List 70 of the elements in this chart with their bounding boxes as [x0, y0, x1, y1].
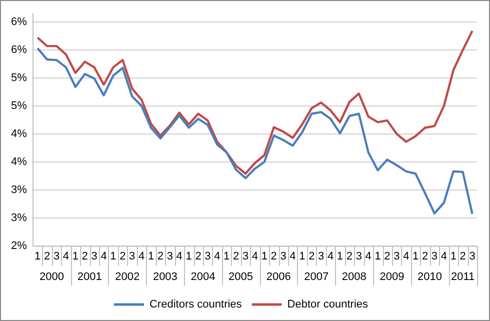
x-tick-label: 3 [204, 250, 211, 262]
x-tick-label: 4 [252, 250, 258, 262]
text: 2002 [115, 270, 140, 283]
x-tick-label: 3 [356, 250, 362, 262]
x-tick-label: 2 [308, 250, 315, 262]
x-tick-label: 2 [44, 250, 50, 262]
x-tick-label: 1 [72, 250, 78, 262]
text: 2006 [266, 270, 291, 283]
x-tick-label: 2 [346, 250, 352, 262]
x-tick-label: 3 [394, 250, 400, 262]
x-tick-label: 2 [384, 250, 390, 262]
x-tick-label: 1 [412, 250, 419, 262]
x-tick-label: 4 [365, 250, 372, 262]
x-tick-label: 1 [148, 250, 154, 262]
x-tick-label: 1 [224, 250, 230, 262]
x-tick-label: 1 [186, 250, 192, 262]
legend-label: Creditors countries [149, 298, 242, 311]
x-tick-label: 4 [403, 250, 410, 262]
x-tick-label: 3 [242, 250, 249, 262]
text: 2009 [380, 270, 404, 283]
x-tick-label: 4 [62, 250, 70, 262]
x-tick-label: 2 [120, 250, 126, 262]
text: 2001 [77, 270, 102, 283]
text: 2010 [418, 270, 442, 283]
x-tick-label: 1 [374, 250, 381, 262]
text: 2011 [451, 270, 475, 283]
text: 2005 [228, 270, 254, 283]
x-tick-label: 4 [176, 250, 182, 262]
x-tick-label: 4 [327, 250, 334, 262]
text: 2000 [40, 270, 64, 283]
x-tick-label: 1 [299, 250, 306, 262]
x-tick-label: 4 [440, 250, 447, 262]
y-tick-label: 5% [10, 72, 28, 84]
text: 2004 [190, 270, 216, 283]
x-tick-label: 4 [138, 250, 145, 262]
x-tick-label: 1 [34, 250, 41, 262]
x-tick-label: 3 [91, 250, 98, 262]
legend-label: Debtor countries [287, 298, 369, 311]
x-tick-label: 1 [450, 250, 456, 262]
x-tick-label: 1 [261, 250, 268, 262]
y-tick-label: 2% [10, 240, 28, 252]
x-tick-label: 1 [110, 250, 116, 262]
text: 2008 [342, 270, 366, 283]
x-tick-label: 3 [53, 250, 60, 262]
x-tick-label: 3 [431, 250, 438, 262]
text: 2003 [152, 270, 178, 283]
x-tick-label: 3 [469, 250, 476, 262]
x-tick-label: 3 [129, 250, 136, 262]
y-tick-label: 3% [10, 212, 28, 224]
x-tick-label: 1 [336, 250, 344, 262]
x-tick-label: 2 [195, 250, 202, 262]
x-tick-label: 2 [232, 250, 240, 262]
x-tick-label: 4 [290, 250, 296, 262]
x-tick-label: 2 [82, 250, 88, 262]
x-tick-label: 3 [280, 250, 286, 262]
x-tick-label: 4 [100, 250, 107, 262]
x-tick-label: 4 [214, 250, 220, 262]
y-tick-label: 6% [10, 16, 28, 28]
x-tick-label: 3 [318, 250, 324, 262]
x-tick-label: 2 [422, 250, 428, 262]
x-tick-label: 3 [166, 250, 173, 262]
y-tick-label: 5% [10, 100, 28, 112]
y-tick-label: 3% [10, 184, 28, 196]
y-tick-label: 4% [10, 156, 28, 168]
y-tick-label: 6% [10, 44, 28, 56]
x-tick-label: 2 [270, 250, 277, 262]
y-tick-label: 4% [10, 128, 28, 140]
x-tick-label: 2 [460, 250, 466, 262]
text: 2007 [304, 270, 329, 283]
x-tick-label: 2 [157, 250, 164, 262]
